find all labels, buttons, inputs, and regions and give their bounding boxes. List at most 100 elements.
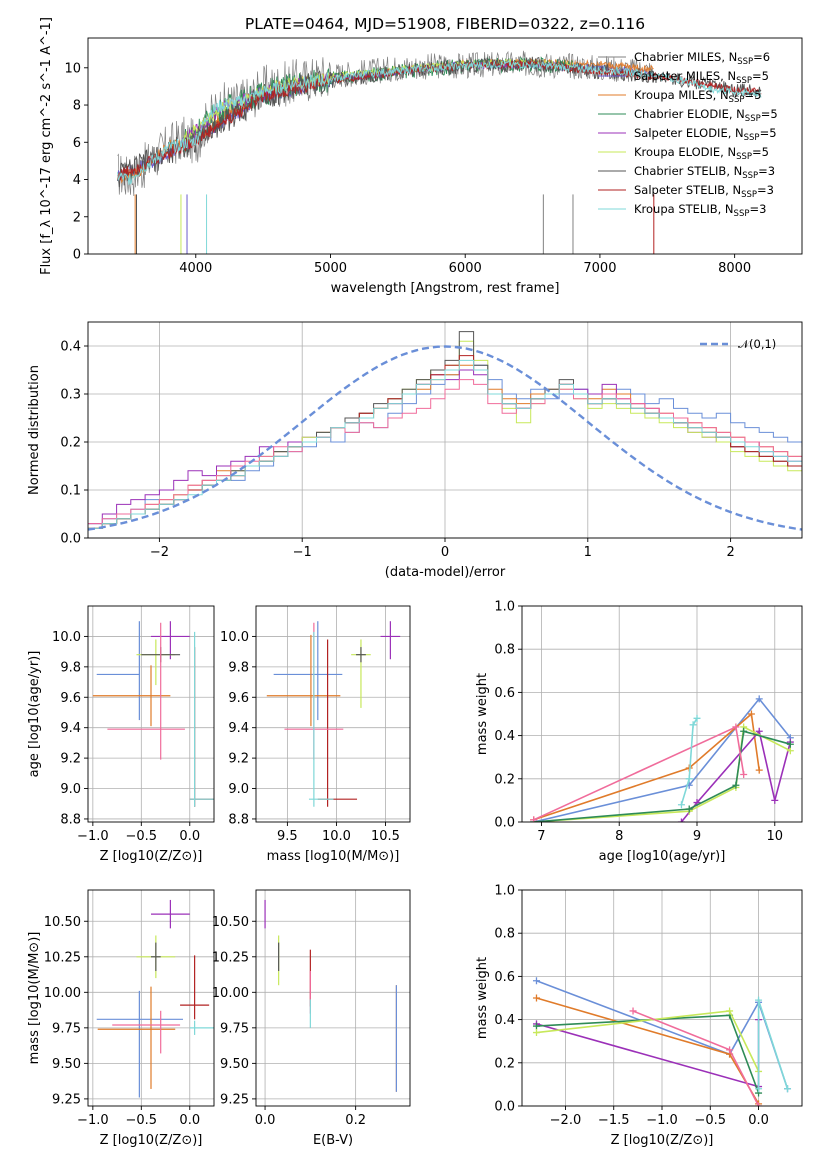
chart-spectrum: Chabrier MILES, NSSP=6 Salpeter MILES, NS… <box>39 17 803 296</box>
plus-marker <box>747 710 755 718</box>
weight-line <box>680 717 698 805</box>
plus-marker <box>693 714 701 722</box>
y-tick-label: 9.25 <box>220 1092 249 1107</box>
plot-area <box>530 695 794 822</box>
x-tick-label: 0.0 <box>179 1113 200 1128</box>
x-axis-label: Z [log10(Z/Z⊙)] <box>611 1133 714 1148</box>
y-tick-label: 2 <box>73 210 81 225</box>
y-tick-label: 0.4 <box>494 1013 515 1028</box>
y-tick-label: 9.25 <box>52 1092 81 1107</box>
grid <box>522 605 802 823</box>
errorbar-point <box>317 639 358 807</box>
y-tick-label: 10.0 <box>220 630 249 645</box>
axes-frame <box>521 605 803 823</box>
plus-marker <box>755 695 763 703</box>
gaussian-curve <box>88 345 802 531</box>
y-tick-label: 0 <box>73 248 81 263</box>
errorbar-point <box>112 1010 181 1054</box>
errorbar-point <box>356 647 366 663</box>
chart-residuals: 𝒩(0,1) −2 −1 0 1 2 0.0 0.1 0.2 0.3 0.4 (data-model)… <box>27 321 803 580</box>
errorbar-point <box>96 621 140 721</box>
x-tick-label: −2.0 <box>550 1113 582 1128</box>
x-tick-label: 10.0 <box>322 829 351 844</box>
plus-marker <box>532 994 540 1002</box>
y-axis-label: Normed distribution <box>27 365 42 495</box>
weight-line <box>536 1010 760 1072</box>
plus-marker <box>755 1085 763 1093</box>
y-tick-label: 0.8 <box>494 927 515 942</box>
grid <box>522 889 802 1107</box>
x-tick-label: −1.0 <box>77 829 109 844</box>
y-axis-label: mass weight <box>475 957 490 1039</box>
axes-frame <box>255 889 411 1107</box>
errorbar-point <box>107 622 185 760</box>
grid <box>256 890 410 1106</box>
plus-marker <box>726 1007 734 1015</box>
plus-marker <box>685 775 693 783</box>
y-tick-label: 0.4 <box>60 340 81 355</box>
y-tick-label: 9.75 <box>52 1021 81 1036</box>
x-tick-label: 2 <box>726 545 734 560</box>
x-tick-label: −1.0 <box>77 1113 109 1128</box>
legend-entry: 𝒩(0,1) <box>738 337 776 351</box>
y-tick-label: 10.50 <box>212 915 249 930</box>
y-tick-label: 9.4 <box>60 721 81 736</box>
y-tick-label: 0.0 <box>494 1100 515 1115</box>
x-axis-label: (data-model)/error <box>385 565 506 580</box>
plus-marker <box>771 796 779 804</box>
y-axis-label: Flux [f_λ 10^-17 erg cm^-2 s^-1 A^-1] <box>39 17 54 275</box>
y-tick-label: 10 <box>64 61 81 76</box>
errorbar-point <box>380 621 401 660</box>
x-axis-label: wavelength [Angstrom, rest frame] <box>331 281 560 296</box>
histogram-step <box>88 369 802 525</box>
x-axis-label: mass [log10(M/M⊙)] <box>267 849 400 864</box>
y-tick-label: 1.0 <box>494 884 515 899</box>
y-tick-label: 0.2 <box>60 436 81 451</box>
errorbar-point <box>189 631 214 807</box>
y-tick-label: 9.0 <box>60 782 81 797</box>
x-tick-label: 9.5 <box>277 829 298 844</box>
legend-entry: Kroupa STELIB, NSSP=3 <box>634 202 766 219</box>
legend-entry: Salpeter STELIB, NSSP=3 <box>634 183 774 200</box>
y-tick-label: 9.2 <box>60 752 81 767</box>
plus-marker <box>685 805 693 813</box>
x-tick-label: 8 <box>615 829 623 844</box>
weight-line <box>757 999 789 1089</box>
y-tick-label: 10.00 <box>212 986 249 1001</box>
errorbar-point <box>96 990 183 1098</box>
chart-massweight-vs-Z: −2.0 −1.5 −1.0 −0.5 0.0 0.0 0.2 0.4 0.6 0.8 1.0 Z [… <box>475 884 803 1148</box>
weight-line <box>533 725 745 821</box>
y-tick-label: 0.8 <box>494 643 515 658</box>
y-tick-label: 8.8 <box>228 812 249 827</box>
plus-marker <box>786 747 794 755</box>
plus-marker <box>677 801 685 809</box>
y-tick-label: 9.6 <box>60 691 81 706</box>
histogram-step <box>88 340 802 529</box>
errorbar-point <box>273 621 343 721</box>
plus-marker <box>732 781 740 789</box>
x-tick-label: −2 <box>150 545 169 560</box>
legend-entry: Kroupa MILES, NSSP=5 <box>634 88 761 105</box>
plus-marker <box>740 770 748 778</box>
x-tick-label: 0.0 <box>748 1113 769 1128</box>
histogram-step <box>88 331 802 529</box>
histogram-step <box>88 379 802 525</box>
legend-entry: Chabrier MILES, NSSP=6 <box>634 50 770 67</box>
plus-marker <box>755 996 763 1004</box>
y-tick-label: 8.8 <box>60 812 81 827</box>
legend-entry: Chabrier STELIB, NSSP=3 <box>634 164 775 181</box>
errorbar-point <box>151 942 161 971</box>
x-tick-label: 4000 <box>179 261 212 276</box>
plus-marker <box>740 727 748 735</box>
x-axis-label: Z [log10(Z/Z⊙)] <box>100 849 203 864</box>
x-tick-label: −1.0 <box>646 1113 678 1128</box>
errorbar-point <box>189 647 214 807</box>
plot-area <box>266 621 401 807</box>
plus-marker <box>689 721 697 729</box>
y-tick-label: 10.25 <box>44 950 81 965</box>
x-tick-label: −1 <box>293 545 312 560</box>
plus-marker <box>755 766 763 774</box>
y-tick-label: 9.2 <box>228 752 249 767</box>
y-tick-label: 9.50 <box>220 1057 249 1072</box>
weight-line <box>536 1014 760 1094</box>
